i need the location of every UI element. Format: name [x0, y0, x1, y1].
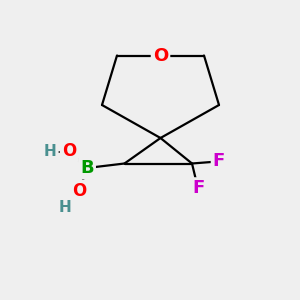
Text: O: O	[72, 182, 87, 200]
Text: B: B	[80, 159, 94, 177]
Text: F: F	[192, 179, 204, 197]
Text: F: F	[213, 152, 225, 170]
Text: H: H	[58, 200, 71, 215]
Text: O: O	[153, 46, 168, 64]
Text: H: H	[44, 144, 57, 159]
Text: O: O	[62, 142, 76, 160]
